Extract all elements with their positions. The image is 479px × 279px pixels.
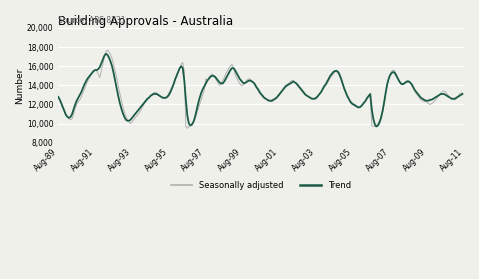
Legend: Seasonally adjusted, Trend: Seasonally adjusted, Trend [168,178,354,194]
Y-axis label: Number: Number [15,67,24,104]
Text: Building Approvals - Australia: Building Approvals - Australia [58,15,233,28]
Text: Source: ABS 8731: Source: ABS 8731 [58,16,126,25]
